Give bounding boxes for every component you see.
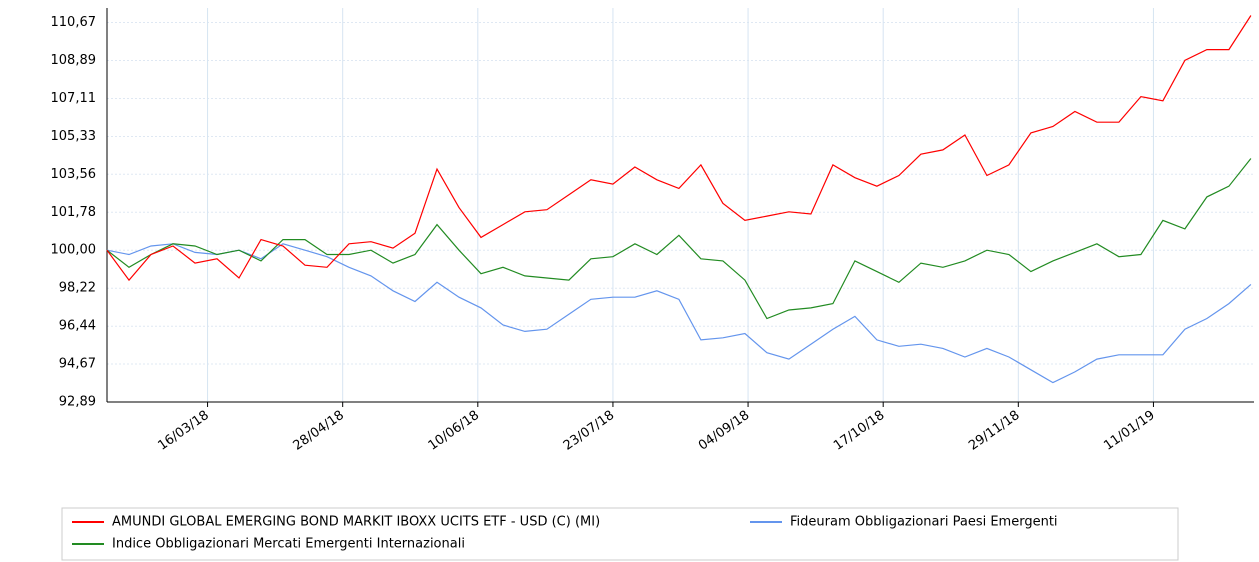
x-tick-label: 10/06/18 — [426, 408, 482, 454]
y-tick-label: 101,78 — [51, 205, 97, 220]
y-tick-label: 100,00 — [51, 243, 97, 258]
y-tick-label: 98,22 — [59, 281, 96, 296]
y-tick-label: 105,33 — [51, 129, 97, 144]
legend-box — [61, 507, 1179, 561]
x-tick-label: 04/09/18 — [696, 408, 752, 454]
legend-label: Indice Obbligazionari Mercati Emergenti … — [112, 537, 465, 552]
legend-label: Fideuram Obbligazionari Paesi Emergenti — [790, 515, 1058, 530]
y-tick-label: 96,44 — [59, 319, 96, 334]
y-tick-label: 103,56 — [51, 167, 97, 182]
legend-label: AMUNDI GLOBAL EMERGING BOND MARKIT IBOXX… — [112, 515, 600, 530]
series-line — [106, 243, 1252, 384]
x-tick-label: 11/01/19 — [1101, 408, 1157, 454]
series-line — [106, 15, 1252, 282]
y-tick-label: 94,67 — [59, 357, 96, 372]
series-line — [106, 158, 1252, 320]
x-tick-label: 17/10/18 — [831, 408, 887, 454]
x-tick-label: 16/03/18 — [155, 408, 211, 454]
x-tick-label: 29/11/18 — [966, 408, 1022, 454]
y-tick-label: 107,11 — [51, 91, 97, 106]
x-tick-label: 28/04/18 — [291, 408, 347, 454]
y-tick-label: 108,89 — [51, 53, 97, 68]
y-tick-label: 110,67 — [51, 15, 97, 30]
y-tick-label: 92,89 — [59, 395, 96, 410]
x-tick-label: 23/07/18 — [561, 408, 617, 454]
